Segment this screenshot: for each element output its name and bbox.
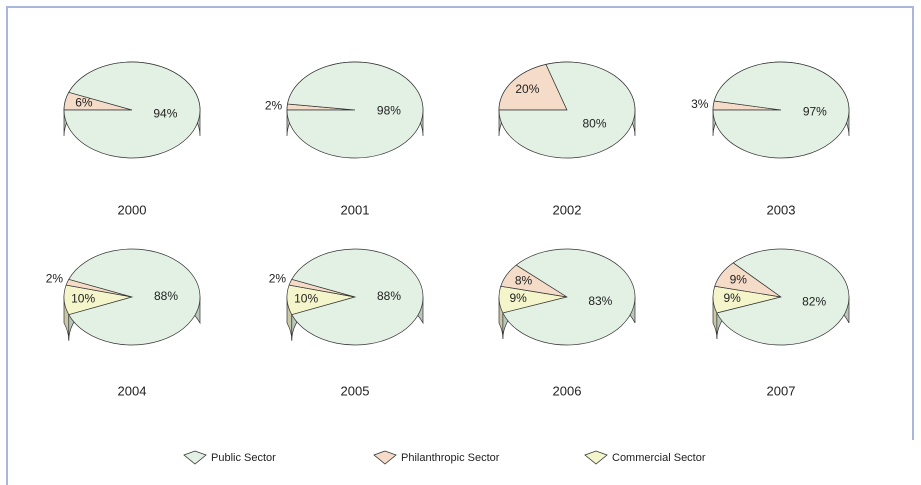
pie-slice <box>712 61 850 159</box>
data-label: 2% <box>46 271 64 285</box>
legend-label: Philanthropic Sector <box>401 452 500 464</box>
data-label: 88% <box>377 289 401 303</box>
data-label: 8% <box>515 273 533 287</box>
data-label: 83% <box>588 294 612 308</box>
legend-swatch <box>584 450 608 465</box>
frame <box>6 6 914 485</box>
data-label: 9% <box>509 291 527 305</box>
pie-slice <box>498 63 568 111</box>
data-label: 10% <box>294 291 318 305</box>
pie-slice <box>286 61 424 159</box>
pie-slice <box>291 248 424 346</box>
pie-title: 2007 <box>767 383 796 398</box>
legend-swatch <box>373 450 397 465</box>
pie-title: 2000 <box>118 202 147 217</box>
data-label: 3% <box>691 97 709 111</box>
pie-title: 2004 <box>118 383 147 398</box>
data-label: 97% <box>803 104 827 118</box>
pie-title: 2003 <box>767 202 796 217</box>
pie-title: 2001 <box>341 202 370 217</box>
data-label: 10% <box>71 291 95 305</box>
data-label: 94% <box>153 107 177 121</box>
data-label: 9% <box>730 272 748 286</box>
legend-label: Public Sector <box>211 452 276 464</box>
data-label: 2% <box>269 271 287 285</box>
legend-swatch <box>183 450 207 465</box>
pie-slice <box>716 248 850 346</box>
pie-slice <box>498 61 636 159</box>
data-label: 88% <box>154 289 178 303</box>
data-label: 9% <box>723 291 741 305</box>
pie-slice <box>68 248 201 346</box>
pie-title: 2005 <box>341 383 370 398</box>
pie-title: 2006 <box>553 383 582 398</box>
data-label: 80% <box>582 116 606 130</box>
data-label: 82% <box>802 295 826 309</box>
pie-title: 2002 <box>553 202 582 217</box>
data-label: 6% <box>75 96 93 110</box>
data-label: 2% <box>265 99 283 113</box>
legend-label: Commercial Sector <box>612 452 706 464</box>
pie-slice <box>502 248 636 346</box>
data-label: 20% <box>515 82 539 96</box>
pie-slice <box>63 61 201 159</box>
data-label: 98% <box>377 104 401 118</box>
